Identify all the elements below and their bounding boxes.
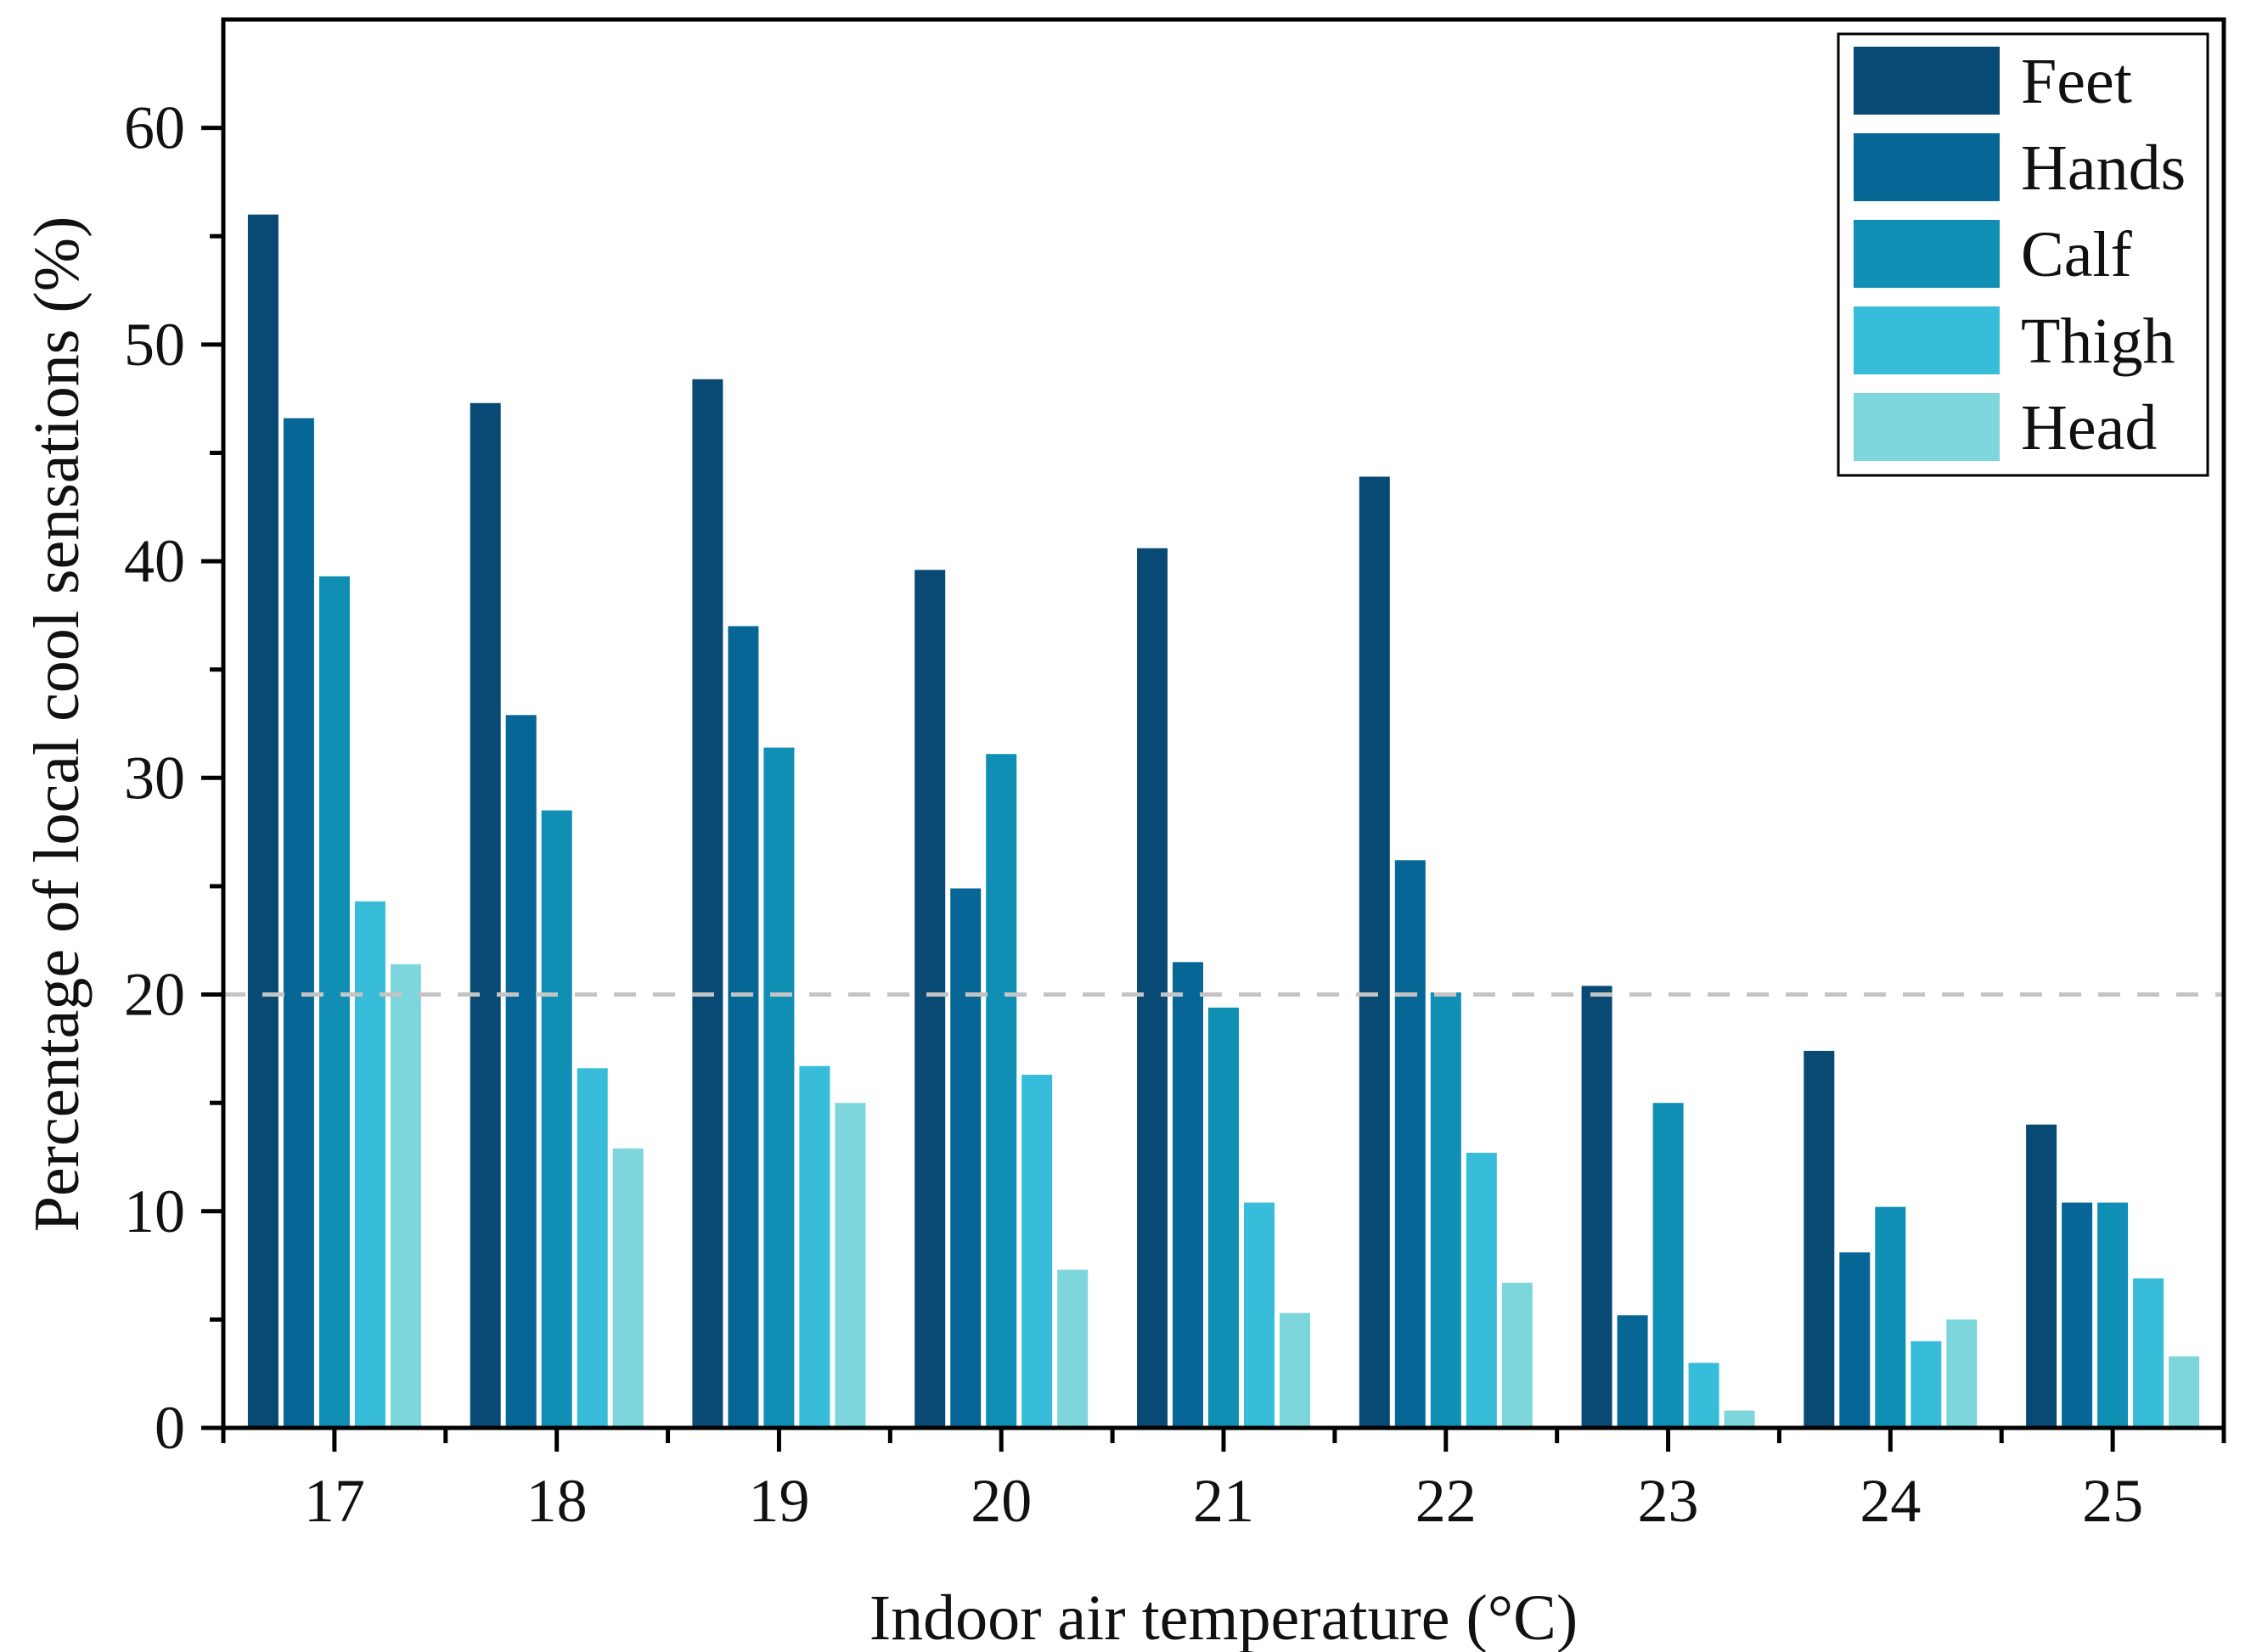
y-tick-label-40: 40 (124, 527, 185, 595)
y-tick-label-50: 50 (124, 311, 185, 379)
bar-hands-25 (2062, 1202, 2093, 1428)
bar-calf-25 (2097, 1202, 2129, 1428)
bar-feet-25 (2026, 1124, 2057, 1428)
x-tick-label-20: 20 (971, 1467, 1032, 1535)
bar-calf-20 (986, 754, 1017, 1428)
bar-feet-23 (1581, 986, 1612, 1428)
bar-hands-19 (728, 626, 759, 1428)
bar-hands-22 (1394, 860, 1426, 1428)
x-axis-title: Indoor air temperature (°C) (869, 1582, 1578, 1652)
x-ticks-layer: 17 18 19 20 21 22 23 24 25 (221, 1428, 2226, 1535)
bar-feet-21 (1137, 548, 1168, 1428)
bar-thigh-17 (354, 901, 385, 1428)
x-tick-label-19: 19 (748, 1467, 809, 1535)
bar-thigh-19 (799, 1065, 830, 1428)
legend: Feet Hands Calf Thigh Head (1837, 32, 2209, 477)
bar-thigh-21 (1244, 1202, 1275, 1428)
bar-hands-21 (1173, 962, 1203, 1428)
y-tick-label-30: 30 (124, 744, 185, 812)
x-tick-label-17: 17 (304, 1467, 365, 1535)
y-tick-label-20: 20 (124, 961, 185, 1029)
bar-head-18 (612, 1148, 644, 1428)
bar-thigh-25 (2133, 1278, 2164, 1428)
bar-hands-24 (1839, 1252, 1871, 1428)
bar-hands-17 (283, 418, 314, 1429)
bar-feet-17 (247, 214, 279, 1429)
y-axis-title: Percentage of local cool sensations (%) (21, 216, 93, 1233)
bar-calf-23 (1652, 1103, 1684, 1428)
y-tick-label-10: 10 (124, 1177, 185, 1245)
bar-hands-23 (1617, 1315, 1648, 1428)
legend-swatch-calf (1854, 220, 2000, 288)
bar-head-25 (2169, 1356, 2200, 1428)
bar-feet-22 (1359, 476, 1390, 1428)
x-tick-label-23: 23 (1638, 1467, 1699, 1535)
y-tick-label-60: 60 (124, 94, 185, 162)
x-tick-label-21: 21 (1193, 1467, 1254, 1535)
legend-label-head: Head (2021, 392, 2157, 464)
bar-head-24 (1946, 1319, 1978, 1428)
legend-swatch-thigh (1854, 306, 2000, 374)
bar-thigh-23 (1688, 1363, 1719, 1428)
bar-head-22 (1501, 1283, 1533, 1428)
bar-calf-18 (541, 810, 572, 1428)
bar-head-20 (1057, 1269, 1089, 1428)
bar-calf-19 (763, 747, 795, 1428)
bar-calf-22 (1430, 992, 1461, 1428)
x-tick-label-25: 25 (2082, 1467, 2143, 1535)
legend-label-thigh: Thigh (2021, 306, 2175, 377)
bar-head-21 (1280, 1312, 1310, 1428)
bar-feet-19 (692, 379, 723, 1429)
bar-thigh-18 (577, 1068, 608, 1428)
bar-thigh-24 (1911, 1340, 1942, 1428)
bar-feet-18 (470, 402, 501, 1428)
bar-head-23 (1724, 1410, 1755, 1428)
bar-thigh-22 (1466, 1152, 1497, 1428)
y-ticks-layer: 0 10 20 30 40 50 60 (124, 94, 223, 1462)
legend-label-calf: Calf (2021, 219, 2133, 290)
x-tick-label-24: 24 (1860, 1467, 1921, 1535)
x-tick-label-22: 22 (1415, 1467, 1477, 1535)
bar-calf-17 (318, 576, 350, 1428)
legend-label-feet: Feet (2021, 46, 2132, 117)
bar-head-19 (835, 1103, 866, 1428)
legend-swatch-head (1854, 393, 2000, 461)
bar-head-17 (390, 964, 421, 1428)
bars-layer (247, 214, 2200, 1429)
bar-feet-24 (1804, 1050, 1835, 1428)
bar-calf-24 (1875, 1206, 1906, 1428)
bar-hands-20 (950, 888, 982, 1428)
legend-swatch-hands (1854, 133, 2000, 201)
bar-thigh-20 (1021, 1075, 1053, 1428)
legend-label-hands: Hands (2021, 132, 2186, 204)
bar-hands-18 (505, 715, 537, 1428)
bar-calf-21 (1208, 1007, 1239, 1428)
y-tick-label-0: 0 (155, 1394, 185, 1462)
bar-feet-20 (914, 570, 946, 1428)
x-tick-label-18: 18 (526, 1467, 588, 1535)
legend-swatch-feet (1854, 47, 2000, 115)
